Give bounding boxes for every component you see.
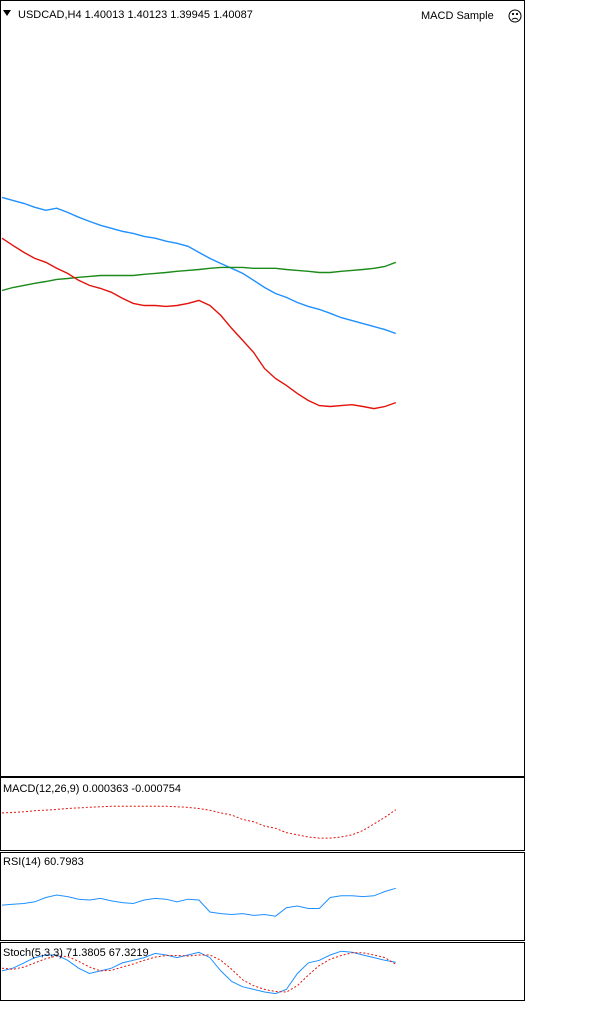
marks-layer [1,196,397,995]
macd-title: MACD(12,26,9) 0.000363 -0.000754 [3,783,181,795]
macd-signal [1,805,397,839]
stoch-line [1,950,396,995]
expert-icon [508,9,522,23]
moving-average [1,261,397,292]
indicator-line [1,887,396,917]
moving-average [1,237,397,410]
stoch-line [1,952,397,993]
stoch-title: Stoch(5,3,3) 71.3805 67.3219 [3,947,149,959]
macd-frame [0,777,525,851]
rsi-frame [0,852,525,941]
symbol-menu-icon[interactable] [3,10,11,16]
rsi-title: RSI(14) 60.7983 [3,856,84,868]
stoch-frame [0,942,525,1001]
expert-name: MACD Sample [421,10,494,22]
moving-average [1,196,397,335]
main-title: USDCAD,H4 1.40013 1.40123 1.39945 1.4008… [18,9,253,21]
main-frame [0,0,525,777]
frames [0,0,525,1001]
